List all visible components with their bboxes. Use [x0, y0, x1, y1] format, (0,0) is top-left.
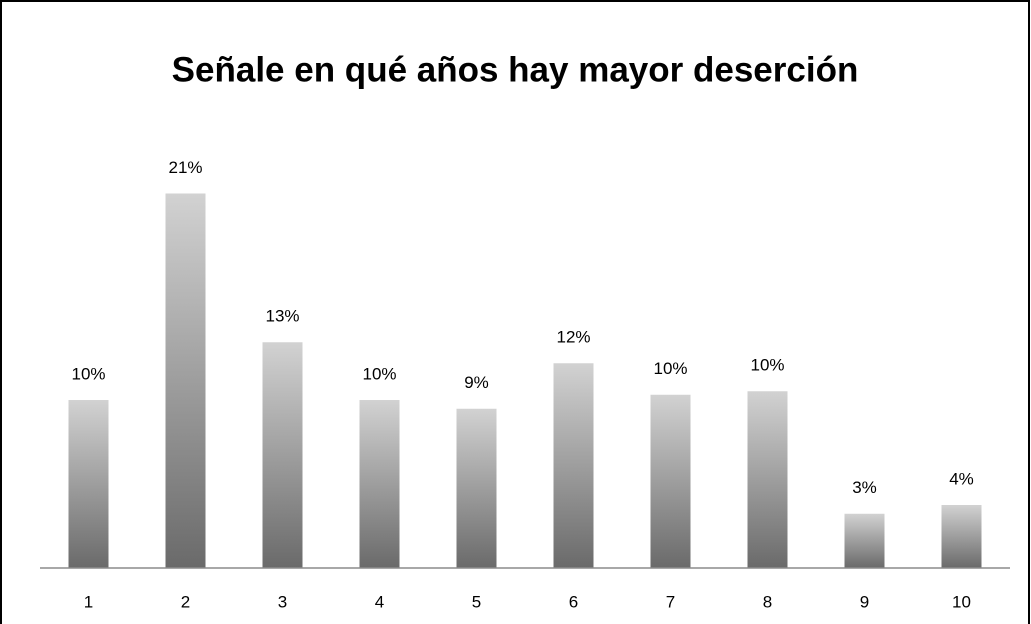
data-label: 10%	[362, 364, 396, 383]
bar	[747, 391, 788, 568]
x-tick-label: 4	[375, 592, 384, 611]
bar	[844, 513, 885, 568]
bar	[553, 363, 594, 568]
data-label: 12%	[556, 328, 590, 347]
bar	[359, 400, 400, 568]
bar	[165, 193, 206, 568]
x-tick-label: 8	[763, 592, 772, 611]
x-tick-label: 9	[860, 592, 869, 611]
data-label: 21%	[168, 158, 202, 177]
bar	[68, 400, 109, 568]
x-tick-label: 2	[181, 592, 190, 611]
x-tick-label: 1	[84, 592, 93, 611]
bar	[262, 342, 303, 568]
data-label: 9%	[464, 373, 489, 392]
data-label: 10%	[71, 364, 105, 383]
x-tick-label: 5	[472, 592, 481, 611]
bar	[650, 394, 691, 568]
data-label: 3%	[852, 478, 877, 497]
bar	[456, 408, 497, 568]
x-tick-label: 3	[278, 592, 287, 611]
x-tick-label: 6	[569, 592, 578, 611]
data-label: 13%	[265, 307, 299, 326]
data-label: 10%	[750, 356, 784, 375]
chart-title: Señale en qué años hay mayor deserción	[172, 50, 859, 89]
bar	[941, 505, 982, 568]
data-label: 10%	[653, 359, 687, 378]
data-label: 4%	[949, 469, 974, 488]
x-tick-label: 7	[666, 592, 675, 611]
x-tick-label: 10	[952, 592, 971, 611]
